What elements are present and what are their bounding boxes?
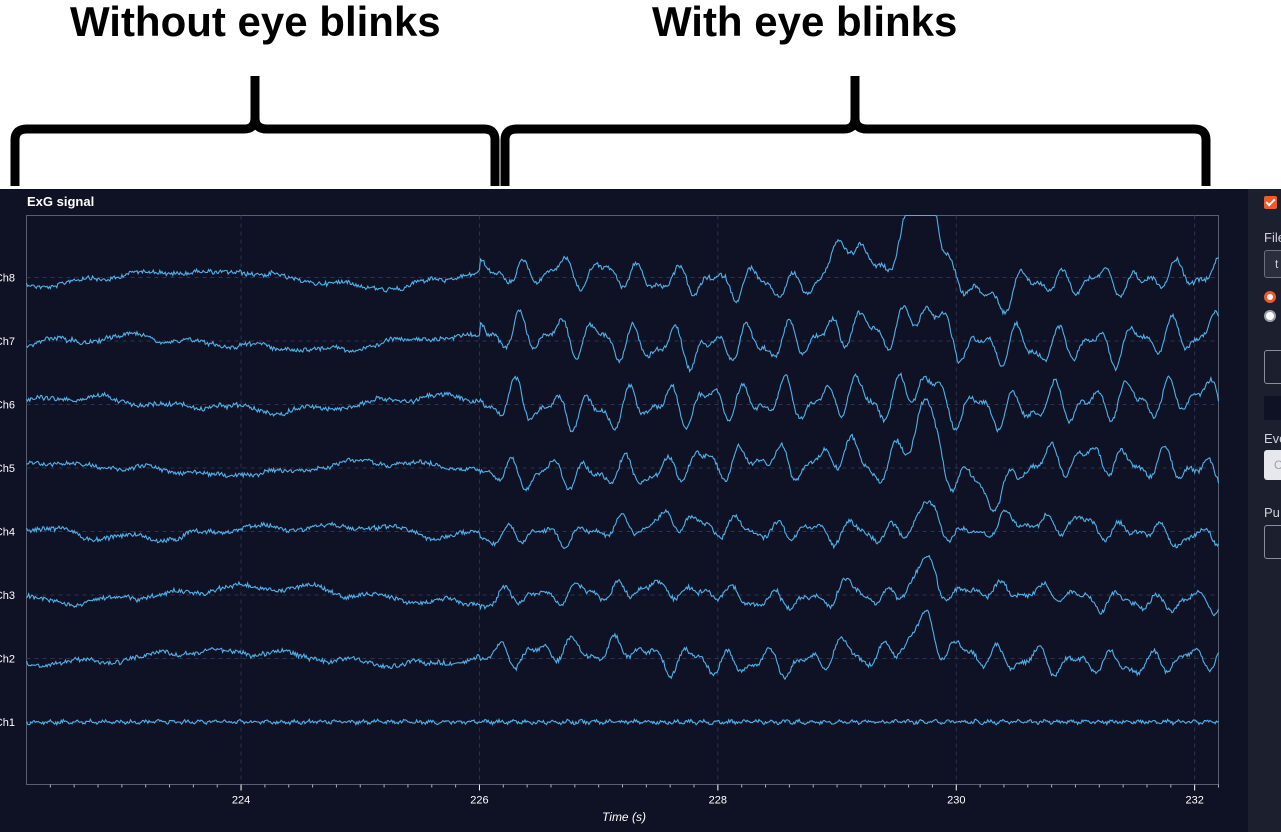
channel-label-ch5: Ch5 <box>0 463 15 475</box>
channel-traces <box>25 214 1220 727</box>
channel-label-ch2: Ch2 <box>0 654 15 666</box>
format-radio-2[interactable] <box>1264 310 1276 322</box>
file-label: File <box>1264 230 1281 245</box>
channel-label-ch7: Ch7 <box>0 336 15 348</box>
channel-label-ch6: Ch6 <box>0 400 15 412</box>
channel-label-ch4: Ch4 <box>0 527 15 539</box>
x-tick-label: 232 <box>1185 795 1203 807</box>
explorepy-app: ExG signal Ch8Ch7Ch6Ch5Ch4Ch3Ch2Ch1 2242… <box>0 189 1281 832</box>
trace-ch4 <box>26 500 1219 550</box>
push-button[interactable] <box>1264 525 1281 559</box>
x-tick-label: 224 <box>232 795 250 807</box>
control-sidebar: File t Eve C Pu <box>1248 189 1281 832</box>
channel-labels: Ch8 Ch7 Ch6 Ch5 Ch4 Ch3 Ch2 Ch1 <box>0 273 15 730</box>
record-button[interactable] <box>1264 350 1281 384</box>
without-eye-blinks-annotation: Without eye blinks <box>70 0 441 45</box>
display-checkbox[interactable] <box>1264 196 1277 209</box>
right-bracket <box>500 76 1211 186</box>
plot-title: ExG signal <box>27 194 94 209</box>
annotation-brackets <box>10 76 1211 186</box>
trace-ch7 <box>26 304 1219 373</box>
time-axis: 224 226 228 230 232 <box>49 784 1219 807</box>
with-eye-blinks-annotation: With eye blinks <box>652 0 958 45</box>
push-label: Pu <box>1264 505 1280 520</box>
x-axis-label: Time (s) <box>602 810 646 824</box>
trace-ch5 <box>26 397 1220 513</box>
file-input[interactable]: t <box>1264 250 1281 278</box>
events-label: Eve <box>1264 431 1281 446</box>
left-bracket <box>10 76 500 186</box>
x-tick-label: 226 <box>470 795 488 807</box>
trace-ch1 <box>25 717 1219 727</box>
channel-label-ch8: Ch8 <box>0 273 15 285</box>
channel-label-ch1: Ch1 <box>0 717 15 729</box>
plot-area <box>26 215 1219 785</box>
x-tick-label: 230 <box>947 795 965 807</box>
trace-ch6 <box>26 372 1220 433</box>
grid-lines <box>26 215 1219 785</box>
events-input[interactable]: C <box>1264 450 1281 480</box>
exg-signal-plot[interactable]: ExG signal Ch8Ch7Ch6Ch5Ch4Ch3Ch2Ch1 2242… <box>0 189 1248 832</box>
trace-ch3 <box>26 554 1220 617</box>
status-bar <box>1264 396 1281 420</box>
x-tick-label: 228 <box>709 795 727 807</box>
format-radio-1[interactable] <box>1264 291 1276 303</box>
channel-label-ch3: Ch3 <box>0 590 15 602</box>
trace-ch2 <box>25 609 1219 681</box>
trace-ch8 <box>25 214 1219 316</box>
